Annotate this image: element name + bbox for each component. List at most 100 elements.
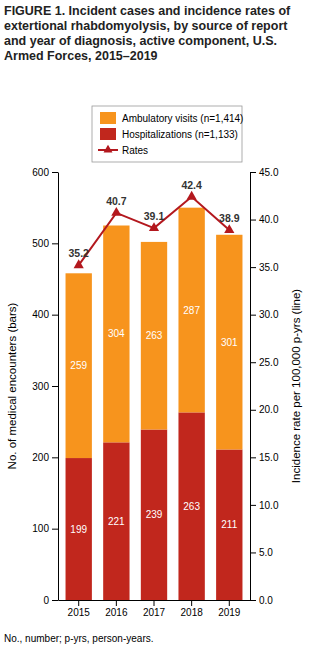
tick-label: 500 <box>32 238 49 249</box>
tick: 2017 <box>143 600 166 618</box>
bar-label: 304 <box>108 328 125 339</box>
tick-mark <box>250 267 256 268</box>
legend-marker <box>104 145 113 153</box>
tick-mark <box>116 600 117 606</box>
tick-label: 2015 <box>68 607 91 618</box>
tick: 35.0 <box>250 262 279 273</box>
bar <box>103 442 129 600</box>
tick-mark <box>250 410 256 411</box>
tick-mark <box>52 172 58 173</box>
rate-marker <box>187 191 197 200</box>
data-labels: 19922123926321125930426328730135.240.739… <box>68 179 239 535</box>
tick-mark <box>154 600 155 606</box>
tick-mark <box>250 362 256 363</box>
tick: 200 <box>32 452 58 463</box>
bar-label: 287 <box>183 305 200 316</box>
axis-line <box>250 173 251 601</box>
tick: 2018 <box>181 600 204 618</box>
tick-mark <box>52 386 58 387</box>
tick-label: 300 <box>32 381 49 392</box>
bar <box>178 208 204 413</box>
tick-mark <box>250 505 256 506</box>
bar <box>178 412 204 600</box>
bar-label: 263 <box>146 330 163 341</box>
y-axis: 0 100 200 300 400 500 600 <box>32 167 58 606</box>
legend-label: Hospitalizations (n=1,133) <box>122 129 238 140</box>
tick-label: 2016 <box>105 607 128 618</box>
tick: 20.0 <box>250 404 279 415</box>
legend-swatch <box>100 128 116 140</box>
tick: 2015 <box>68 600 91 618</box>
axis-line <box>58 173 59 601</box>
tick-label: 20.0 <box>259 404 279 415</box>
tick-mark <box>52 243 58 244</box>
tick: 10.0 <box>250 500 279 511</box>
plot-marks <box>66 191 243 600</box>
bar <box>216 235 242 450</box>
bar-label: 239 <box>146 509 163 520</box>
tick-mark <box>250 457 256 458</box>
tick: 25.0 <box>250 357 279 368</box>
y2-axis: 0.05.010.015.020.025.030.035.040.045.0 <box>250 167 279 606</box>
tick-label: 35.0 <box>259 262 279 273</box>
bar <box>216 449 242 600</box>
rate-marker <box>224 224 234 233</box>
legend-label: Rates <box>122 145 148 156</box>
x-axis: 2015 2016 2017 2018 2019 <box>59 600 251 618</box>
tick: 100 <box>32 523 58 534</box>
tick-mark <box>229 600 230 606</box>
bar <box>141 242 167 430</box>
tick-label: 0 <box>43 595 49 606</box>
tick-mark <box>78 600 79 606</box>
rate-label: 35.2 <box>68 247 89 259</box>
tick: 500 <box>32 238 58 249</box>
tick-mark <box>52 529 58 530</box>
chart: 19922123926321125930426328730135.240.739… <box>0 0 314 658</box>
tick-label: 400 <box>32 309 49 320</box>
tick-label: 200 <box>32 452 49 463</box>
tick-mark <box>250 220 256 221</box>
bar-label: 259 <box>70 360 87 371</box>
rate-label: 38.9 <box>219 212 240 224</box>
bar <box>66 458 92 600</box>
tick-label: 100 <box>32 523 49 534</box>
rate-marker <box>149 222 159 231</box>
y-axis-title: No. of medical encounters (bars) <box>6 302 18 469</box>
tick-label: 600 <box>32 167 49 178</box>
rate-label: 42.4 <box>181 179 202 191</box>
rate-marker <box>74 259 84 268</box>
bar-label: 301 <box>221 337 238 348</box>
tick-label: 2018 <box>181 607 204 618</box>
tick: 45.0 <box>250 167 279 178</box>
tick-label: 30.0 <box>259 309 279 320</box>
tick-mark <box>250 600 256 601</box>
rate-line <box>79 197 230 265</box>
tick: 2019 <box>218 600 241 618</box>
tick-label: 40.0 <box>259 214 279 225</box>
rate-label: 39.1 <box>144 210 165 222</box>
bar-label: 263 <box>183 501 200 512</box>
tick-mark <box>250 172 256 173</box>
tick-mark <box>250 552 256 553</box>
tick-mark <box>191 600 192 606</box>
tick-mark <box>250 315 256 316</box>
tick: 40.0 <box>250 214 279 225</box>
tick: 300 <box>32 381 58 392</box>
tick-label: 5.0 <box>259 547 273 558</box>
tick-label: 2019 <box>218 607 241 618</box>
tick-label: 45.0 <box>259 167 279 178</box>
tick-label: 2017 <box>143 607 166 618</box>
tick-mark <box>52 600 58 601</box>
tick: 2016 <box>105 600 128 618</box>
tick-mark <box>52 315 58 316</box>
tick-label: 10.0 <box>259 500 279 511</box>
bar-label: 221 <box>108 516 125 527</box>
tick-label: 25.0 <box>259 357 279 368</box>
bar <box>141 430 167 600</box>
legend-swatch <box>100 112 116 124</box>
bar <box>66 273 92 458</box>
footnote: No., number; p-yrs, person-years. <box>4 633 154 644</box>
legend-label: Ambulatory visits (n=1,414) <box>122 113 243 124</box>
rate-marker <box>111 207 121 216</box>
tick: 5.0 <box>250 547 273 558</box>
